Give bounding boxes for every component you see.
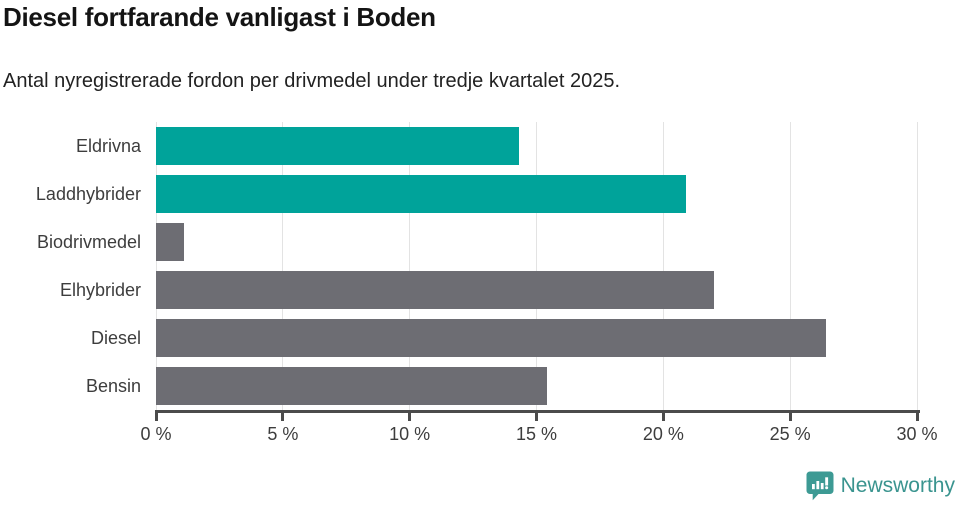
category-label-elhybrider: Elhybrider — [59, 280, 141, 300]
bar-biodrivmedel — [156, 223, 184, 261]
category-label-biodrivmedel: Biodrivmedel — [36, 232, 141, 252]
x-tick-label: 15 % — [515, 424, 558, 444]
plot-area — [154, 122, 920, 421]
bar-diesel — [156, 319, 826, 357]
brand-name: Newsworthy — [840, 474, 955, 497]
category-label-laddhybrider: Laddhybrider — [35, 184, 141, 204]
chart-subtitle: Antal nyregistrerade fordon per drivmede… — [3, 70, 621, 92]
x-tick-label: 0 % — [140, 424, 172, 444]
bar-chart: Eldrivna Laddhybrider Biodrivmedel Elhybrid… — [0, 122, 960, 454]
bar-elhybrider — [156, 271, 715, 309]
x-axis-tick-mark — [281, 410, 285, 421]
x-tick-label: 30 % — [896, 424, 938, 444]
bar-laddhybrider — [156, 175, 687, 213]
category-label-diesel: Diesel — [90, 328, 141, 348]
category-label-bensin: Bensin — [85, 376, 141, 396]
x-tick-label: 10 % — [389, 424, 431, 444]
gridline-0% — [155, 122, 157, 410]
category-label-eldrivna: Eldrivna — [75, 136, 141, 156]
x-axis-tick-mark — [915, 410, 919, 421]
x-axis-tick-mark — [535, 410, 538, 421]
x-axis-tick-labels: 0 % 5 % 10 % 15 % 20 % 25 % 30 % — [140, 420, 937, 446]
x-axis-tick-mark — [661, 410, 665, 421]
gridline-20% — [662, 122, 664, 410]
gridline-10% — [409, 122, 411, 410]
x-tick-label: 25 % — [769, 424, 811, 444]
category-labels: Eldrivna Laddhybrider Biodrivmedel Elhybrid… — [0, 122, 141, 410]
x-axis-tick-mark — [408, 410, 412, 421]
chart-title: Diesel fortfarande vanligast i Boden — [3, 2, 436, 32]
gridline-15% — [536, 122, 537, 410]
x-axis-tick-mark — [788, 410, 792, 421]
bar-bensin — [156, 367, 547, 405]
gridline-30% — [916, 122, 918, 410]
brand-footer: Newsworthy — [806, 470, 955, 502]
bar-eldrivna — [156, 127, 519, 165]
x-tick-label: 20 % — [642, 424, 684, 444]
gridline-5% — [282, 122, 284, 410]
bar-chart-speech-bubble-icon — [806, 471, 834, 501]
gridline-25% — [789, 122, 791, 410]
x-tick-label: 5 % — [267, 424, 299, 444]
x-axis-tick-mark — [154, 410, 158, 421]
x-axis-line — [155, 410, 920, 413]
